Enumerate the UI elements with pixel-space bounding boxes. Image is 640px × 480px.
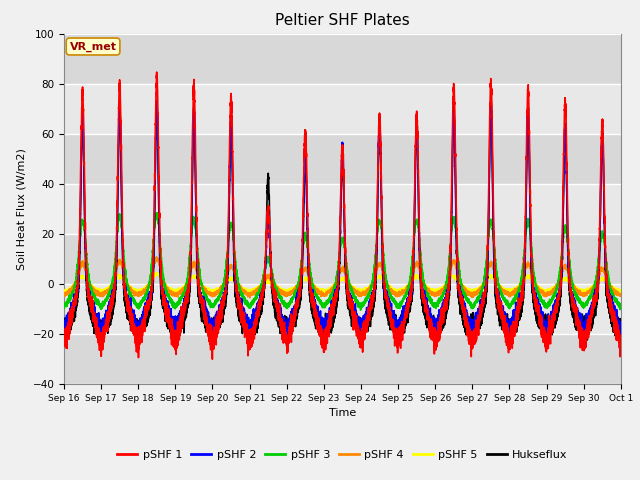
- Hukseflux: [173, 317, 181, 323]
- Hukseflux: [419, 303, 427, 309]
- pSHF 5: [179, 287, 187, 292]
- Hukseflux: [615, 322, 623, 327]
- pSHF 2: [173, 322, 181, 328]
- pSHF 5: [499, 286, 506, 291]
- pSHF 1: [173, 339, 181, 345]
- X-axis label: Time: Time: [329, 408, 356, 418]
- Hukseflux: [499, 323, 506, 329]
- pSHF 2: [60, 327, 68, 333]
- pSHF 3: [60, 302, 68, 308]
- pSHF 5: [153, 270, 161, 276]
- Hukseflux: [179, 318, 187, 324]
- pSHF 4: [60, 293, 68, 299]
- pSHF 5: [617, 288, 625, 293]
- pSHF 1: [499, 317, 506, 323]
- pSHF 2: [179, 309, 187, 315]
- pSHF 3: [153, 210, 161, 216]
- pSHF 1: [615, 329, 623, 335]
- Bar: [64, 284, 621, 334]
- Bar: [64, 234, 621, 284]
- Line: pSHF 3: pSHF 3: [64, 213, 621, 310]
- pSHF 1: [269, 282, 276, 288]
- pSHF 1: [617, 335, 625, 340]
- pSHF 4: [615, 291, 623, 297]
- Bar: [64, 134, 621, 184]
- Text: VR_met: VR_met: [70, 41, 116, 52]
- Bar: [64, 0, 621, 34]
- pSHF 5: [173, 287, 181, 292]
- pSHF 4: [499, 289, 506, 295]
- pSHF 1: [179, 316, 187, 322]
- Hukseflux: [487, 96, 495, 102]
- Bar: [64, 84, 621, 134]
- pSHF 4: [152, 254, 160, 260]
- pSHF 1: [209, 356, 216, 362]
- pSHF 1: [153, 69, 161, 75]
- Bar: [64, 334, 621, 384]
- Hukseflux: [269, 289, 276, 295]
- pSHF 2: [419, 293, 427, 299]
- pSHF 3: [499, 291, 506, 297]
- Legend: pSHF 1, pSHF 2, pSHF 3, pSHF 4, pSHF 5, Hukseflux: pSHF 1, pSHF 2, pSHF 3, pSHF 4, pSHF 5, …: [113, 445, 572, 465]
- pSHF 3: [269, 273, 276, 278]
- pSHF 1: [60, 334, 68, 339]
- pSHF 3: [179, 293, 187, 299]
- Line: pSHF 5: pSHF 5: [64, 273, 621, 293]
- pSHF 5: [420, 280, 428, 286]
- pSHF 2: [617, 331, 625, 337]
- Hukseflux: [617, 317, 625, 323]
- pSHF 3: [617, 303, 625, 309]
- pSHF 3: [420, 277, 428, 283]
- pSHF 5: [269, 280, 276, 286]
- Hukseflux: [584, 337, 591, 343]
- Title: Peltier SHF Plates: Peltier SHF Plates: [275, 13, 410, 28]
- Line: Hukseflux: Hukseflux: [64, 99, 621, 340]
- pSHF 2: [499, 311, 506, 316]
- Line: pSHF 1: pSHF 1: [64, 72, 621, 359]
- pSHF 4: [173, 290, 181, 296]
- pSHF 2: [269, 283, 276, 289]
- Bar: [64, 184, 621, 234]
- pSHF 3: [356, 307, 364, 313]
- pSHF 3: [173, 303, 181, 309]
- Hukseflux: [60, 320, 68, 326]
- Line: pSHF 4: pSHF 4: [64, 257, 621, 298]
- pSHF 5: [172, 290, 180, 296]
- pSHF 4: [617, 292, 625, 298]
- pSHF 5: [60, 288, 68, 294]
- pSHF 2: [432, 337, 440, 343]
- pSHF 3: [615, 301, 623, 307]
- Line: pSHF 2: pSHF 2: [64, 101, 621, 340]
- Bar: [64, 34, 621, 84]
- pSHF 1: [420, 292, 428, 298]
- pSHF 2: [615, 322, 623, 328]
- pSHF 4: [179, 286, 187, 292]
- pSHF 4: [420, 280, 428, 286]
- pSHF 4: [269, 279, 276, 285]
- Y-axis label: Soil Heat Flux (W/m2): Soil Heat Flux (W/m2): [17, 148, 27, 270]
- pSHF 4: [246, 295, 253, 300]
- pSHF 2: [153, 98, 161, 104]
- pSHF 5: [615, 287, 623, 293]
